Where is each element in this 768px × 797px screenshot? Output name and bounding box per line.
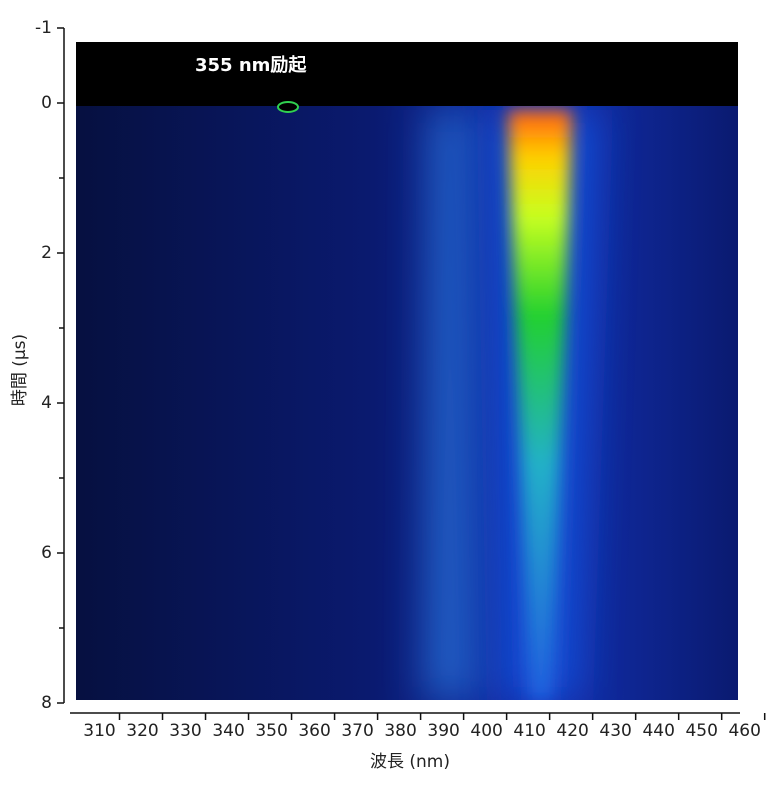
x-tick-label: 360 bbox=[298, 721, 330, 741]
x-tick-label: 380 bbox=[384, 721, 416, 741]
y-tick-label: 6 bbox=[41, 543, 52, 563]
x-tick-label: 320 bbox=[126, 721, 158, 741]
x-tick-label: 410 bbox=[513, 721, 545, 741]
x-tick-label: 370 bbox=[341, 721, 373, 741]
streak-image bbox=[76, 42, 738, 700]
y-tick-label: 0 bbox=[41, 93, 52, 113]
x-tick-label: 420 bbox=[556, 721, 588, 741]
x-tick-label: 330 bbox=[169, 721, 201, 741]
x-tick-label: 390 bbox=[427, 721, 459, 741]
y-tick-label: 8 bbox=[41, 693, 52, 713]
x-tick-label: 450 bbox=[685, 721, 717, 741]
x-tick-label: 310 bbox=[83, 721, 115, 741]
y-tick-label: 2 bbox=[41, 243, 52, 263]
y-tick-label: 4 bbox=[41, 393, 52, 413]
x-tick-label: 400 bbox=[470, 721, 502, 741]
x-axis-label: 波長 (nm) bbox=[370, 752, 450, 772]
x-tick-label: 340 bbox=[212, 721, 244, 741]
annotation: 355 nm励起 bbox=[195, 54, 307, 76]
x-tick-label: 430 bbox=[599, 721, 631, 741]
x-tick-label: 440 bbox=[642, 721, 674, 741]
y-tick-label: -1 bbox=[35, 18, 52, 38]
y-axis-label: 時間 (μs) bbox=[10, 334, 30, 406]
x-tick-label: 350 bbox=[255, 721, 287, 741]
x-tick-label: 460 bbox=[728, 721, 760, 741]
